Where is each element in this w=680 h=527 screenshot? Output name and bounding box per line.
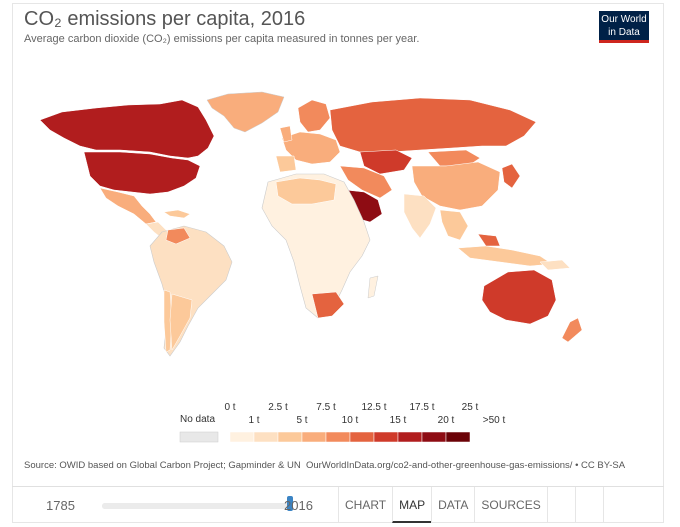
source-url[interactable]: OurWorldInData.org/co2-and-other-greenho… [305, 460, 626, 471]
region-australia[interactable] [481, 269, 557, 325]
region-new-zealand[interactable] [561, 317, 583, 343]
legend-swatch [445, 431, 471, 443]
source-note: Source: OWID based on Global Carbon Proj… [24, 460, 625, 471]
legend-swatch [253, 431, 279, 443]
source-text: Source: OWID based on Global Carbon Proj… [24, 460, 301, 471]
legend-swatch [421, 431, 447, 443]
legend-tick-lower: >50 t [482, 415, 506, 426]
region-mongolia[interactable] [427, 149, 481, 167]
region-madagascar[interactable] [367, 275, 379, 299]
region-turkey-iran[interactable] [339, 165, 393, 199]
tab-map[interactable]: MAP [392, 487, 432, 523]
page-title: CO₂ emissions per capita, 2016 [24, 8, 306, 30]
region-india[interactable] [403, 193, 437, 239]
timeline-start-year: 1785 [46, 498, 75, 513]
legend-swatch [397, 431, 423, 443]
region-southeast-asia[interactable] [439, 209, 469, 241]
region-iberia[interactable] [275, 155, 297, 173]
timeline-slider-fill [102, 503, 290, 509]
logo-line-1: Our World [601, 14, 647, 25]
legend-no-data-swatch [179, 431, 219, 443]
region-uk[interactable] [279, 125, 293, 143]
region-malaysia[interactable] [477, 233, 501, 247]
tab-spacer [574, 487, 603, 523]
region-korea-japan[interactable] [501, 163, 521, 189]
legend-tick-lower: 1 t [248, 415, 260, 426]
legend-swatch [277, 431, 303, 443]
legend-tick-upper: 2.5 t [268, 402, 288, 413]
legend-tick-lower: 10 t [341, 415, 359, 426]
region-usa[interactable] [83, 151, 201, 195]
page-subtitle: Average carbon dioxide (CO₂) emissions p… [24, 33, 420, 45]
region-kazakhstan[interactable] [359, 149, 413, 175]
tab-sources[interactable]: SOURCES [474, 487, 546, 523]
region-north-africa[interactable] [275, 177, 337, 205]
tab-chart[interactable]: CHART [338, 487, 392, 523]
region-venezuela[interactable] [165, 227, 191, 245]
region-south-africa[interactable] [311, 291, 345, 319]
legend-tick-lower: 15 t [389, 415, 407, 426]
owid-logo[interactable]: Our World in Data [599, 11, 649, 43]
region-mexico[interactable] [99, 187, 157, 225]
region-papua[interactable] [539, 259, 571, 271]
legend-tick-lower: 20 t [437, 415, 455, 426]
logo-bar [599, 40, 649, 43]
legend-no-data-label: No data [180, 414, 216, 425]
legend-tick-upper: 12.5 t [361, 402, 387, 413]
region-argentina[interactable] [169, 293, 193, 351]
footer-controls: 1785 2016 CHART MAP DATA SOURCES [12, 486, 664, 523]
tab-spacer [602, 487, 631, 523]
legend-tick-upper: 17.5 t [409, 402, 435, 413]
region-chile[interactable] [163, 289, 173, 353]
timeline-end-year: 2016 [284, 498, 313, 513]
region-western-europe[interactable] [281, 131, 341, 165]
region-canada[interactable] [39, 99, 215, 159]
region-caribbean[interactable] [163, 209, 191, 219]
timeline-slider[interactable] [102, 503, 290, 509]
legend-swatch [301, 431, 327, 443]
region-scandinavia[interactable] [297, 99, 331, 133]
tab-spacer [546, 487, 575, 523]
legend-swatch [325, 431, 351, 443]
legend-tick-upper: 7.5 t [316, 402, 336, 413]
legend-swatch [349, 431, 375, 443]
logo-line-2: in Data [608, 27, 640, 38]
timeline-slider-handle[interactable] [287, 496, 293, 511]
region-russia[interactable] [329, 97, 537, 153]
legend-tick-upper: 0 t [224, 402, 236, 413]
legend-swatch [373, 431, 399, 443]
tab-data[interactable]: DATA [431, 487, 474, 523]
region-greenland[interactable] [206, 91, 285, 133]
region-indonesia[interactable] [457, 245, 553, 267]
region-africa[interactable] [261, 173, 371, 319]
view-tabs: CHART MAP DATA SOURCES [338, 487, 631, 523]
legend-swatches [229, 431, 471, 443]
region-south-america[interactable] [149, 225, 233, 357]
legend-tick-upper: 25 t [461, 402, 479, 413]
legend-swatch [229, 431, 255, 443]
legend-tick-lower: 5 t [296, 415, 308, 426]
region-china[interactable] [411, 161, 501, 211]
